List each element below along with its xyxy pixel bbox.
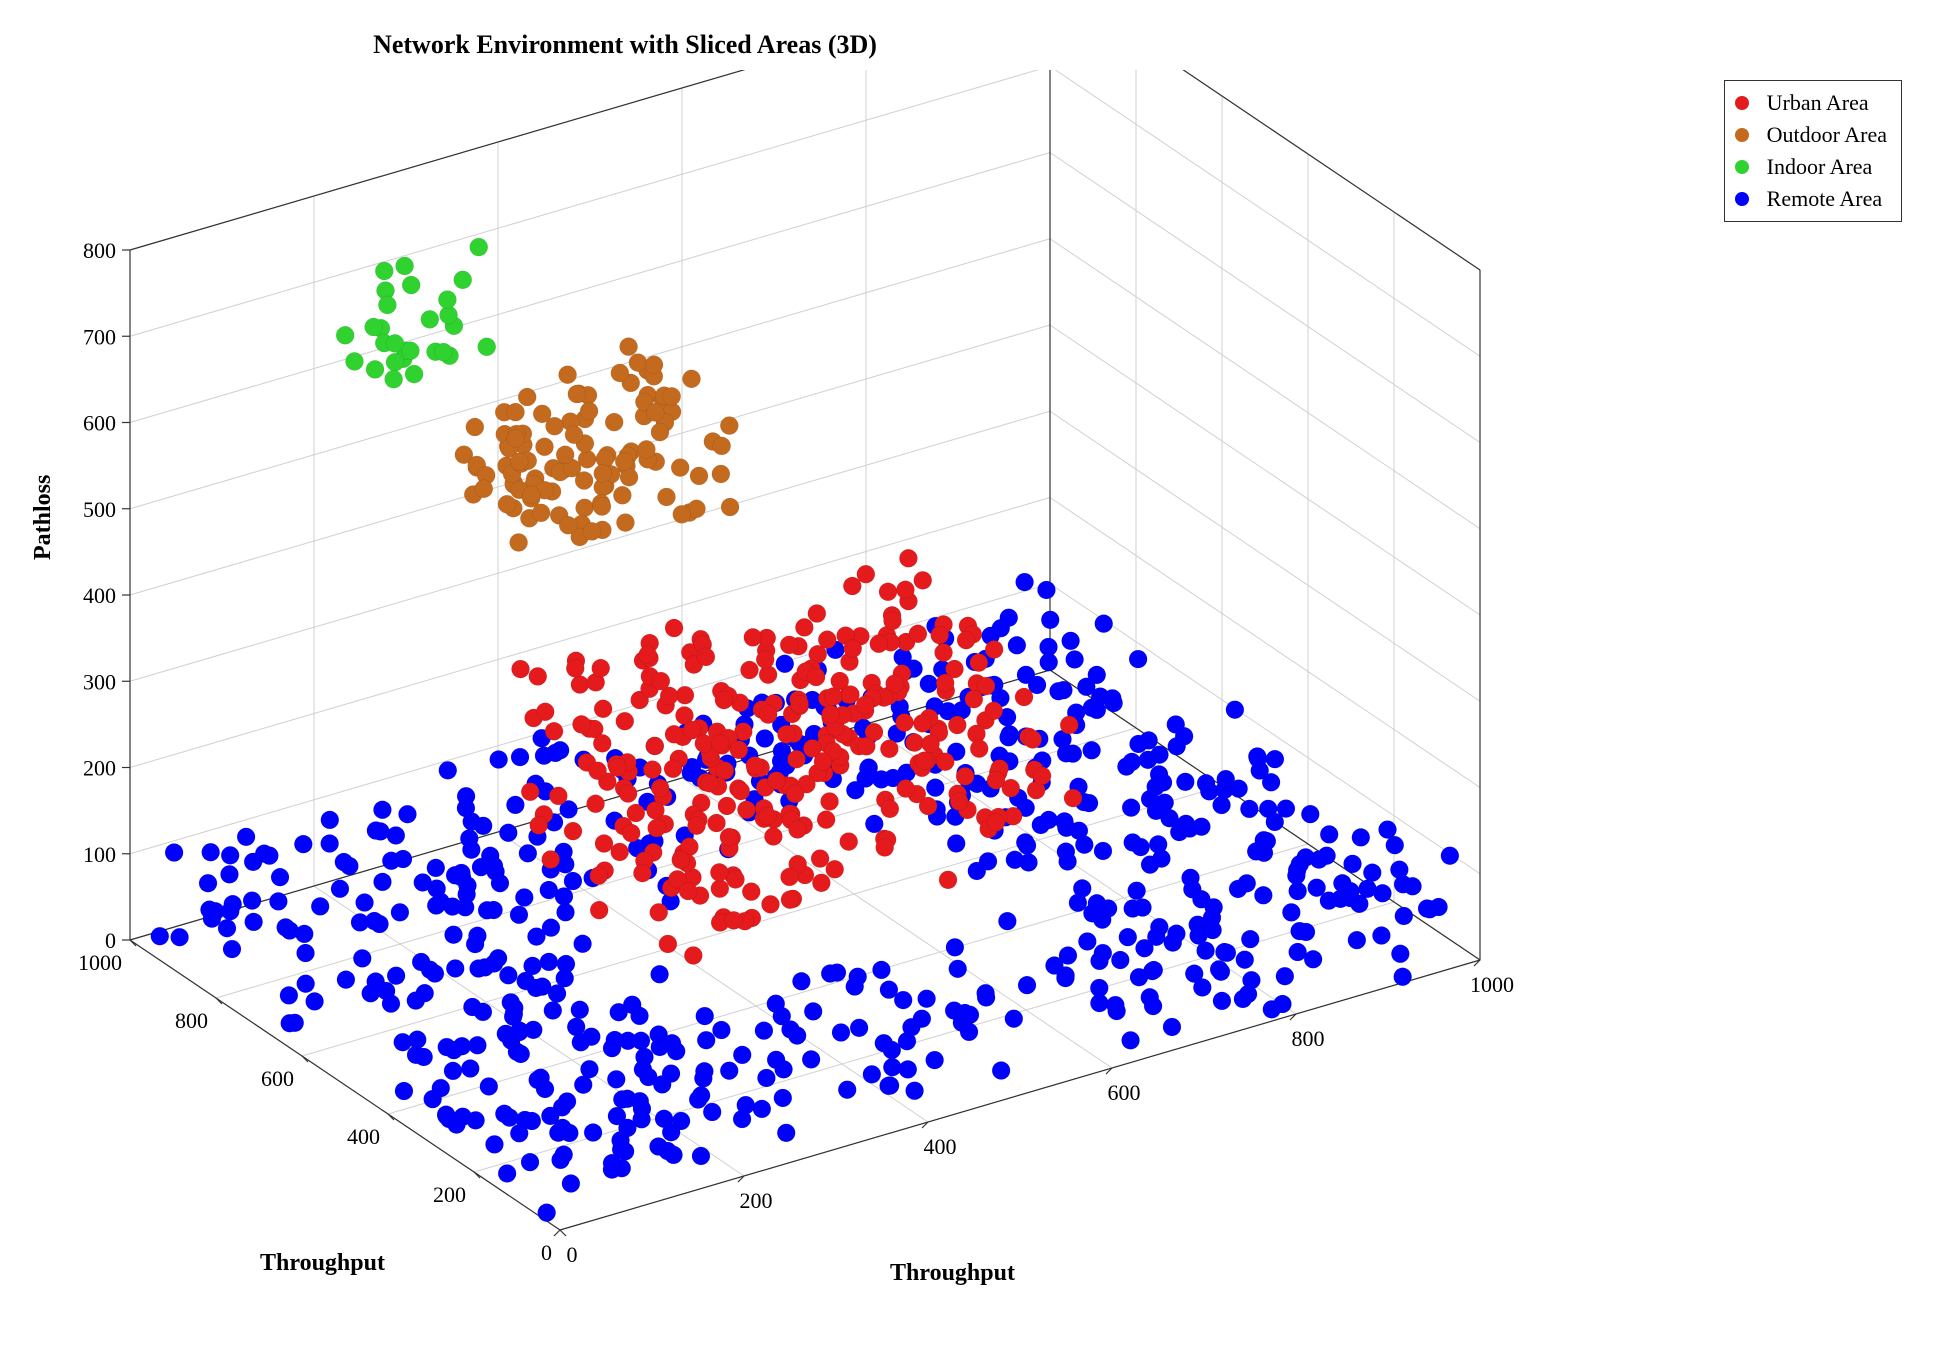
y-axis-label: Throughput [260,1250,385,1277]
svg-text:800: 800 [175,1008,208,1033]
legend-swatch-icon [1735,128,1749,142]
legend-swatch-icon [1735,96,1749,110]
svg-text:600: 600 [83,411,116,436]
svg-text:0: 0 [567,1242,578,1267]
svg-text:800: 800 [1292,1026,1325,1051]
svg-text:400: 400 [347,1124,380,1149]
svg-text:200: 200 [433,1182,466,1207]
scatter3d-svg: 0200400600800100002004006008001000010020… [60,70,1560,1330]
legend: Urban Area Outdoor Area Indoor Area Remo… [1724,80,1902,222]
legend-label: Indoor Area [1767,154,1873,180]
svg-text:600: 600 [1108,1080,1141,1105]
svg-text:400: 400 [83,583,116,608]
z-axis-label: Pathloss [30,475,57,560]
legend-label: Urban Area [1767,90,1869,116]
plot-area: 0200400600800100002004006008001000010020… [60,70,1560,1330]
svg-text:1000: 1000 [78,950,122,975]
svg-text:0: 0 [541,1240,552,1265]
svg-text:100: 100 [83,842,116,867]
legend-item-outdoor: Outdoor Area [1735,119,1887,151]
svg-text:800: 800 [83,238,116,263]
legend-swatch-icon [1735,160,1749,174]
x-axis-label: Throughput [890,1260,1015,1287]
svg-text:400: 400 [924,1134,957,1159]
svg-text:1000: 1000 [1470,972,1514,997]
legend-label: Remote Area [1767,186,1882,212]
svg-text:200: 200 [83,756,116,781]
legend-item-indoor: Indoor Area [1735,151,1887,183]
chart-title: Network Environment with Sliced Areas (3… [0,30,1250,60]
svg-text:700: 700 [83,324,116,349]
page: Network Environment with Sliced Areas (3… [0,0,1942,1371]
svg-text:500: 500 [83,497,116,522]
legend-swatch-icon [1735,192,1749,206]
svg-text:200: 200 [740,1188,773,1213]
svg-text:0: 0 [105,928,116,953]
legend-item-remote: Remote Area [1735,183,1887,215]
svg-text:600: 600 [261,1066,294,1091]
legend-item-urban: Urban Area [1735,87,1887,119]
legend-label: Outdoor Area [1767,122,1887,148]
svg-text:300: 300 [83,669,116,694]
